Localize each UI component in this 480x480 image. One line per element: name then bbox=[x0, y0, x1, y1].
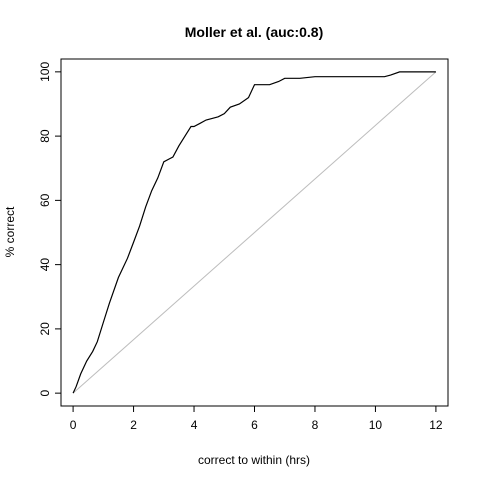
x-tick-label: 0 bbox=[70, 418, 77, 432]
x-tick-label: 6 bbox=[251, 418, 258, 432]
y-axis: 0 20 40 60 80 100 bbox=[38, 62, 61, 397]
x-tick-label: 8 bbox=[312, 418, 319, 432]
x-tick-label: 4 bbox=[191, 418, 198, 432]
x-axis: 0 2 4 6 8 10 12 bbox=[70, 406, 443, 432]
x-tick-label: 12 bbox=[429, 418, 443, 432]
y-tick-label: 0 bbox=[38, 389, 52, 396]
y-tick-label: 80 bbox=[38, 129, 52, 143]
x-axis-label: correct to within (hrs) bbox=[198, 453, 310, 467]
y-tick-label: 100 bbox=[38, 62, 52, 82]
diagonal-reference-line bbox=[73, 72, 436, 393]
plot-area bbox=[73, 72, 436, 393]
x-tick-label: 10 bbox=[369, 418, 383, 432]
chart-title: Moller et al. (auc:0.8) bbox=[185, 24, 323, 40]
y-tick-label: 60 bbox=[38, 193, 52, 207]
y-tick-label: 40 bbox=[38, 258, 52, 272]
y-axis-label: % correct bbox=[3, 206, 17, 257]
y-tick-label: 20 bbox=[38, 322, 52, 336]
x-tick-label: 2 bbox=[130, 418, 137, 432]
